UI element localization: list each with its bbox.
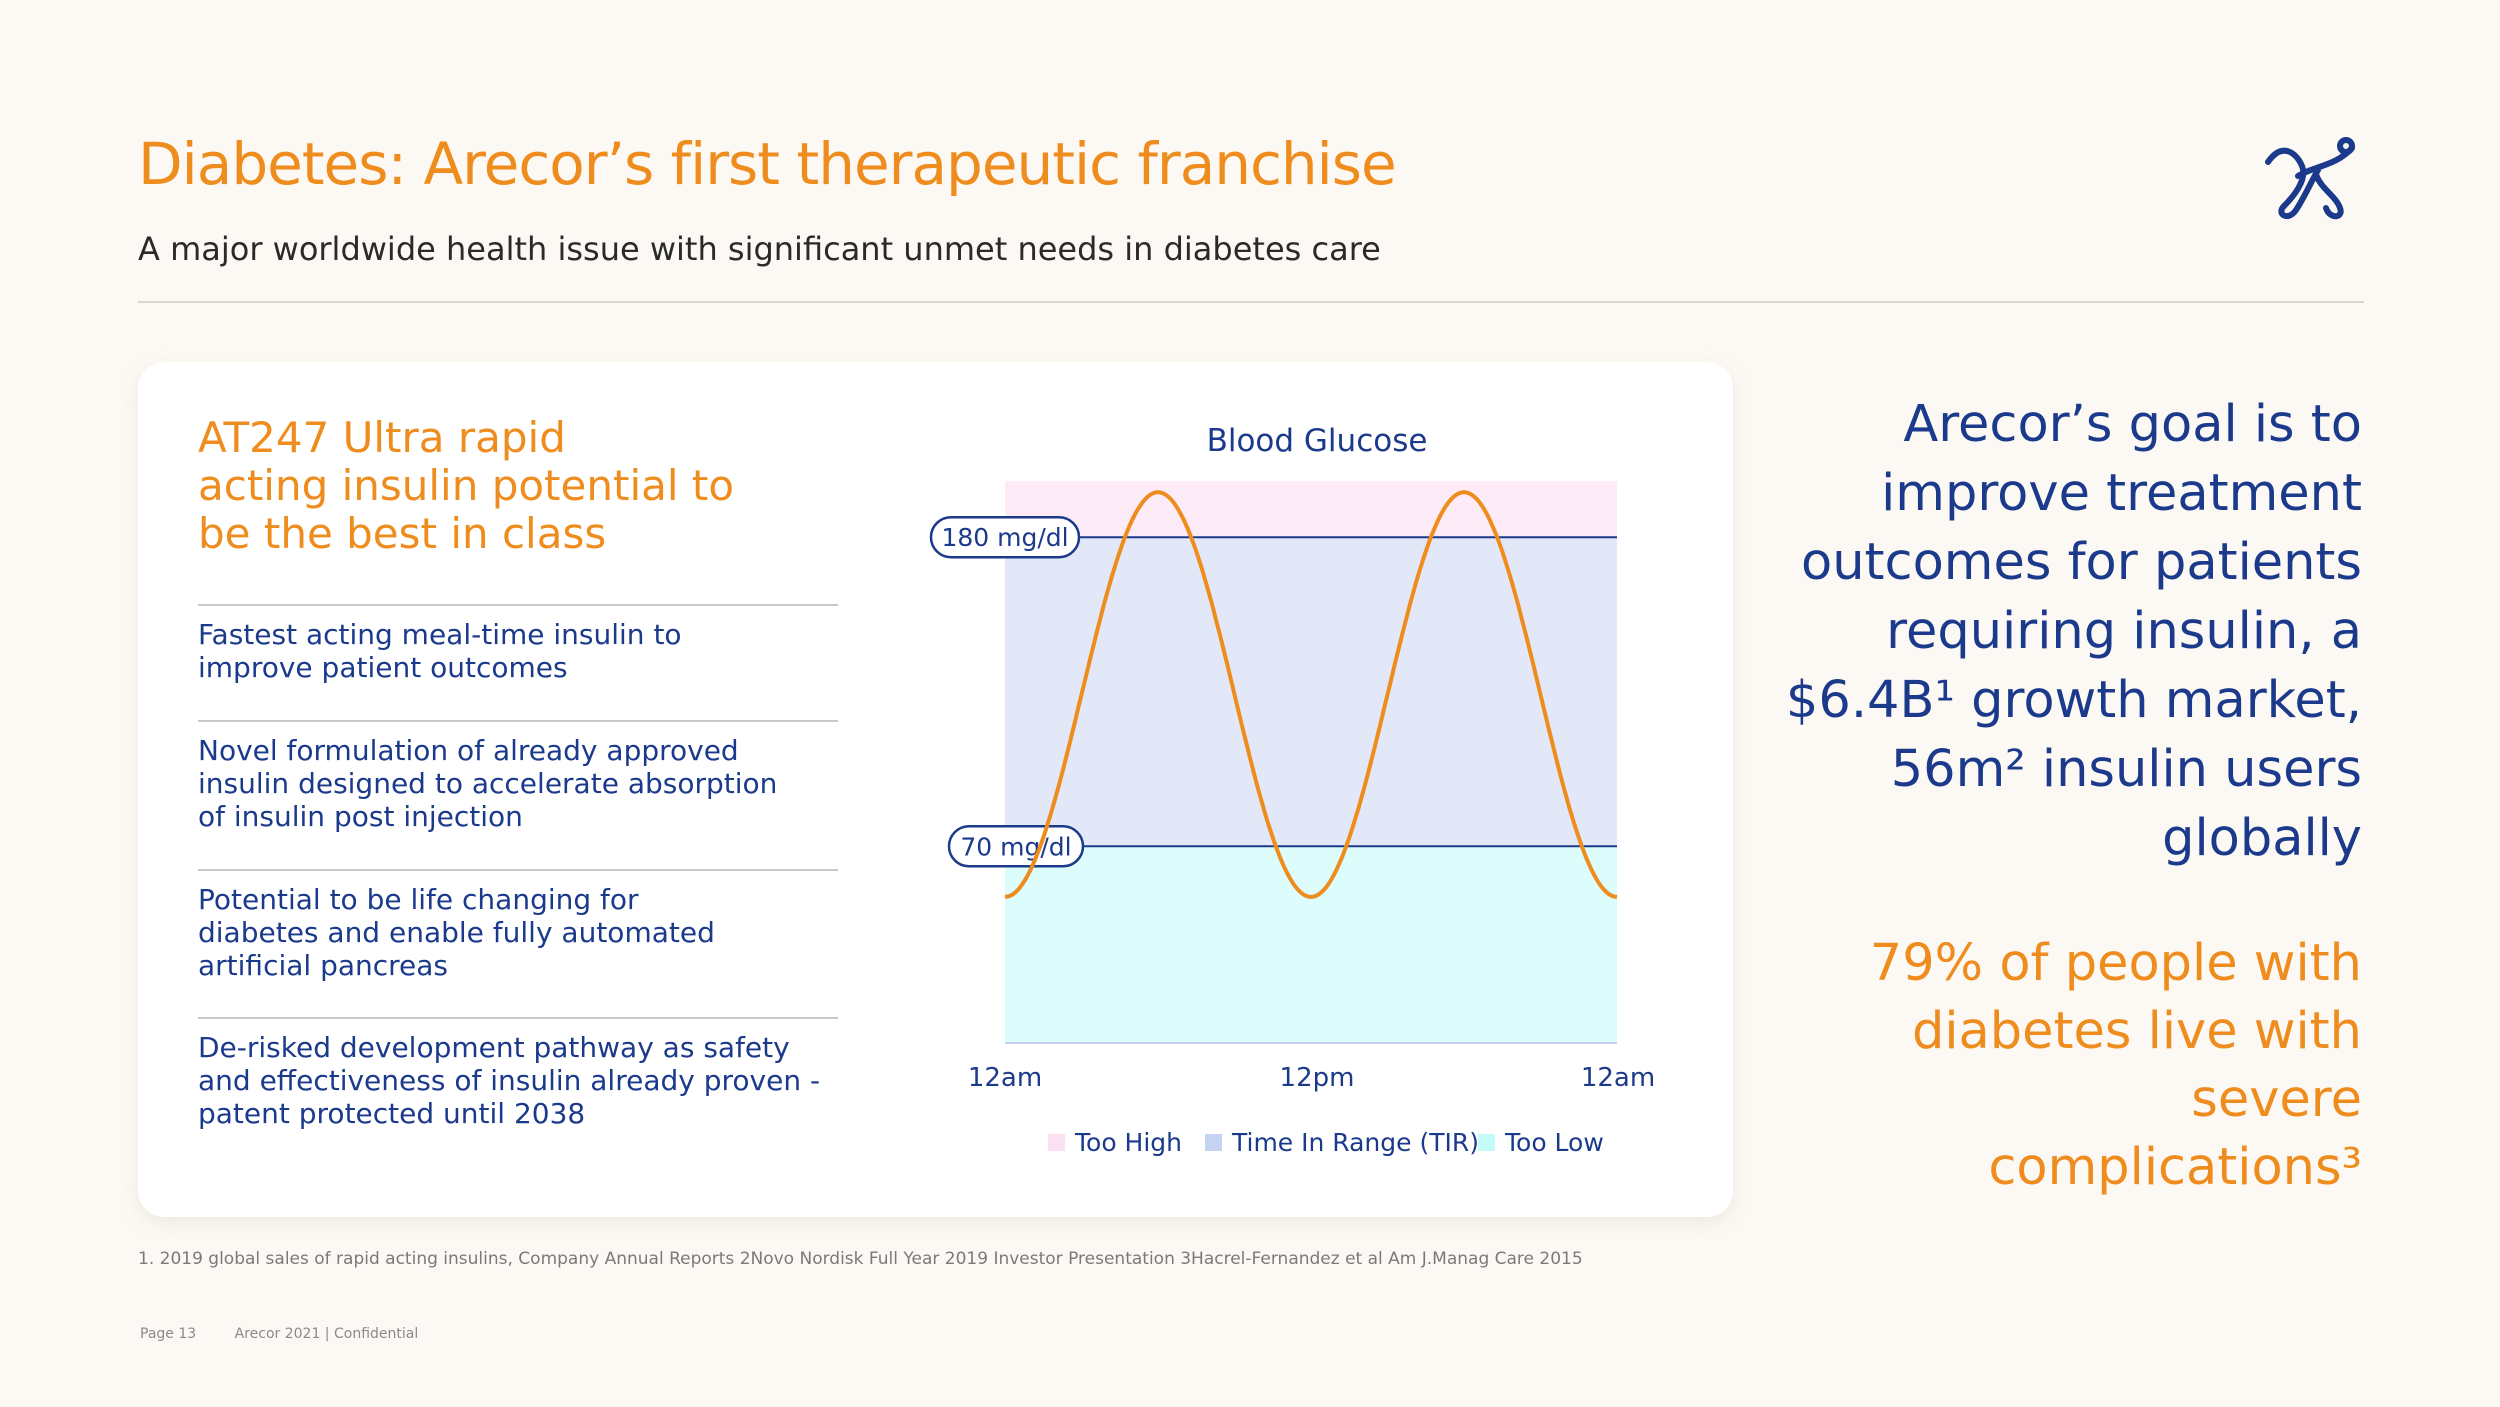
goal-statement: Arecor’s goal is to improve treatment ou…	[1742, 390, 2362, 873]
bullet-line: artificial pancreas	[198, 949, 449, 982]
zone-1	[1005, 537, 1617, 847]
complications-statistic: 79% of people with diabetes live with se…	[1742, 930, 2362, 1202]
bullet-line: patent protected until 2038	[198, 1097, 586, 1130]
chart-svg: Blood Glucose 180 mg/dl 70 mg/dl 12am 12pm…	[929, 423, 1655, 1157]
zone-0	[1005, 481, 1617, 538]
goal-line: requiring insulin, a	[1886, 602, 2362, 661]
bullet-item: Potential to be life changing for diabet…	[198, 869, 838, 1017]
bullet-line: insulin designed to accelerate absorptio…	[198, 767, 778, 800]
footnote: 1. 2019 global sales of rapid acting ins…	[138, 1249, 1583, 1269]
legend-swatch	[1478, 1134, 1495, 1151]
zone-2	[1005, 846, 1617, 1043]
threshold-badge	[947, 825, 1085, 868]
blood-glucose-chart: Blood Glucose 180 mg/dl 70 mg/dl 12am 12pm…	[900, 400, 1680, 1180]
goal-line: 56m² insulin users	[1890, 740, 2362, 799]
threshold-label: 180 mg/dl	[941, 523, 1068, 552]
card-heading: AT247 Ultra rapid acting insulin potenti…	[198, 414, 838, 558]
x-tick-label: 12pm	[1280, 1063, 1355, 1093]
legend-label: Too High	[1074, 1128, 1182, 1157]
goal-line: outcomes for patients	[1801, 533, 2362, 592]
x-tick-label: 12am	[968, 1063, 1042, 1093]
goal-line: Arecor’s goal is to	[1903, 395, 2362, 454]
stat-line: 79% of people with	[1869, 934, 2362, 993]
legend-swatch	[1205, 1134, 1222, 1151]
card-heading-line: be the best in class	[198, 509, 607, 558]
bullet-line: Potential to be life changing for	[198, 883, 639, 916]
bullet-line: improve patient outcomes	[198, 651, 568, 684]
legend-swatch	[1048, 1134, 1065, 1151]
slide-subtitle: A major worldwide health issue with sign…	[138, 230, 1381, 268]
bullet-item: De-risked development pathway as safety …	[198, 1017, 838, 1137]
bullet-line: and effectiveness of insulin already pro…	[198, 1064, 821, 1097]
bullet-list: Fastest acting meal-time insulin to impr…	[198, 604, 838, 1137]
bullet-line: Fastest acting meal-time insulin to	[198, 618, 682, 651]
bullet-item: Fastest acting meal-time insulin to impr…	[198, 604, 838, 720]
arecor-logo-icon	[2265, 137, 2355, 220]
goal-line: improve treatment	[1881, 464, 2362, 523]
page-footer: Page 13 Arecor 2021 | Confidential	[140, 1326, 452, 1342]
threshold-badge	[929, 515, 1081, 559]
threshold-label: 70 mg/dl	[960, 832, 1071, 861]
stat-line: complications³	[1988, 1138, 2362, 1197]
glucose-series-line	[1004, 490, 1618, 899]
x-tick-label: 12am	[1581, 1063, 1655, 1093]
bullet-line: of insulin post injection	[198, 800, 523, 833]
stat-line: diabetes live with severe	[1911, 1002, 2362, 1129]
card-heading-line: acting insulin potential to	[198, 461, 735, 510]
header-divider	[138, 301, 2364, 303]
card-heading-line: AT247 Ultra rapid	[198, 413, 566, 462]
page-number: Page 13	[140, 1326, 197, 1342]
bullet-line: diabetes and enable fully automated	[198, 916, 715, 949]
legend-label: Too Low	[1504, 1128, 1604, 1157]
goal-line: globally	[2162, 809, 2362, 868]
chart-title: Blood Glucose	[1207, 423, 1428, 459]
bullet-item: Novel formulation of already approved in…	[198, 720, 838, 869]
goal-line: $6.4B¹ growth market,	[1785, 671, 2362, 730]
bullet-line: Novel formulation of already approved	[198, 734, 739, 767]
slide-title: Diabetes: Arecor’s first therapeutic fra…	[138, 130, 1397, 198]
legend-label: Time In Range (TIR)	[1231, 1128, 1479, 1157]
footer-company: Arecor 2021 | Confidential	[234, 1326, 419, 1342]
bullet-line: De-risked development pathway as safety	[198, 1031, 790, 1064]
